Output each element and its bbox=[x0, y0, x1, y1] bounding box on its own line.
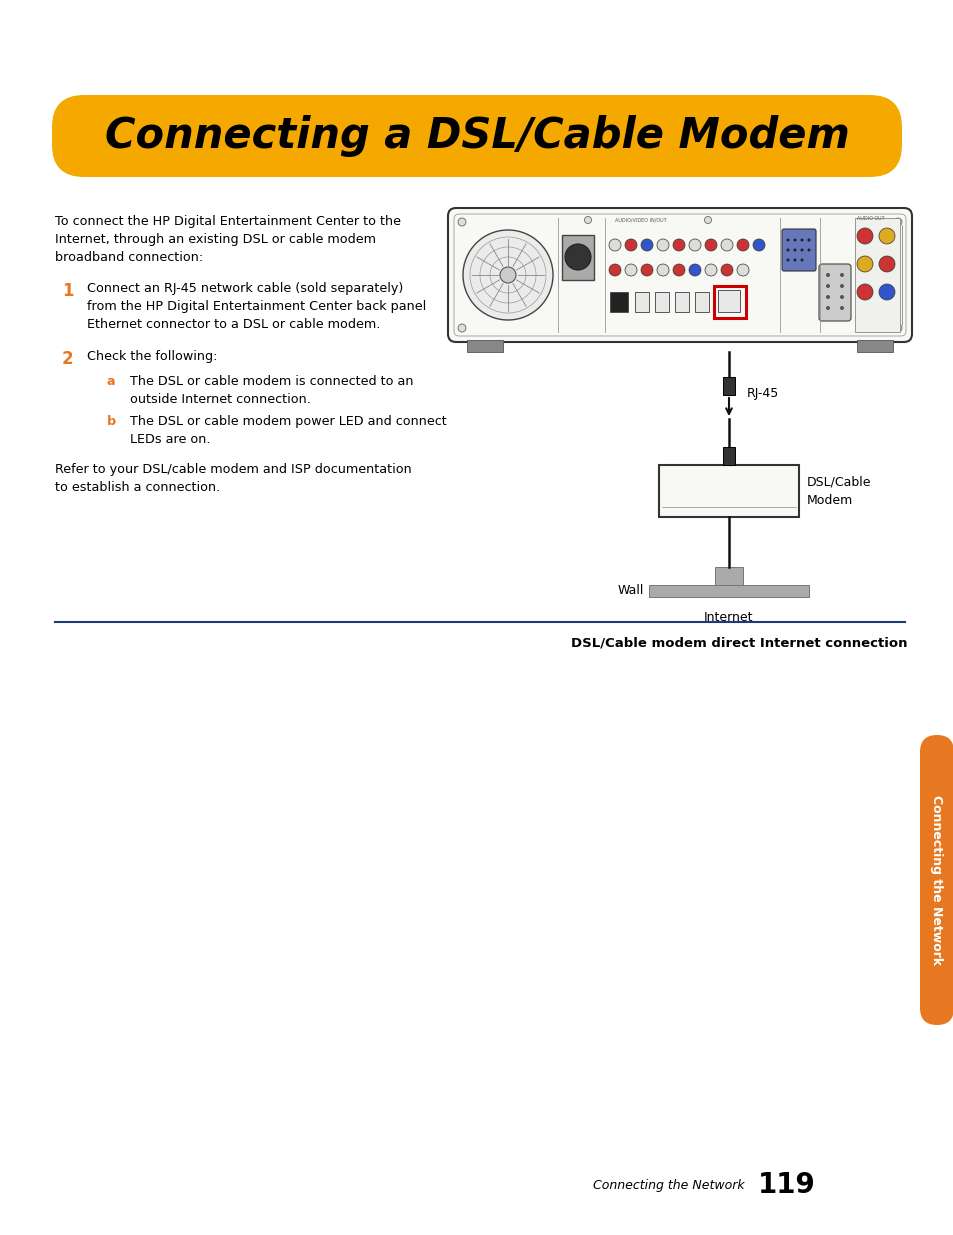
Circle shape bbox=[800, 238, 802, 242]
Circle shape bbox=[793, 248, 796, 252]
Circle shape bbox=[840, 273, 843, 277]
Circle shape bbox=[704, 240, 717, 251]
Bar bbox=[655, 291, 668, 312]
Bar bbox=[722, 447, 734, 466]
FancyBboxPatch shape bbox=[448, 207, 911, 342]
Text: Check the following:: Check the following: bbox=[87, 350, 217, 363]
Bar bbox=[695, 291, 708, 312]
Circle shape bbox=[825, 295, 829, 299]
Bar bbox=[722, 377, 734, 395]
Bar bbox=[714, 567, 742, 585]
Circle shape bbox=[457, 219, 465, 226]
Bar bbox=[635, 291, 648, 312]
Bar bbox=[609, 291, 627, 312]
Bar bbox=[856, 340, 892, 352]
Circle shape bbox=[703, 216, 711, 224]
Bar bbox=[561, 235, 594, 280]
Bar bbox=[648, 585, 808, 597]
Circle shape bbox=[878, 228, 894, 245]
Circle shape bbox=[825, 273, 829, 277]
Circle shape bbox=[785, 238, 789, 242]
Circle shape bbox=[840, 284, 843, 288]
Circle shape bbox=[785, 248, 789, 252]
Circle shape bbox=[878, 284, 894, 300]
Circle shape bbox=[608, 264, 620, 275]
Circle shape bbox=[806, 238, 810, 242]
Circle shape bbox=[856, 228, 872, 245]
Circle shape bbox=[893, 324, 901, 332]
Text: AUDIO OUT: AUDIO OUT bbox=[856, 216, 883, 221]
Text: 1: 1 bbox=[62, 282, 73, 300]
Circle shape bbox=[457, 324, 465, 332]
Circle shape bbox=[462, 230, 553, 320]
Circle shape bbox=[688, 240, 700, 251]
Bar bbox=[659, 466, 799, 517]
Text: 119: 119 bbox=[758, 1171, 815, 1199]
Circle shape bbox=[657, 240, 668, 251]
Circle shape bbox=[584, 216, 591, 224]
Circle shape bbox=[737, 264, 748, 275]
Circle shape bbox=[840, 306, 843, 310]
Circle shape bbox=[624, 264, 637, 275]
FancyBboxPatch shape bbox=[52, 95, 901, 177]
Circle shape bbox=[640, 240, 652, 251]
Circle shape bbox=[737, 240, 748, 251]
Circle shape bbox=[785, 258, 789, 262]
Circle shape bbox=[704, 264, 717, 275]
Circle shape bbox=[800, 248, 802, 252]
Text: The DSL or cable modem power LED and connect
LEDs are on.: The DSL or cable modem power LED and con… bbox=[130, 415, 446, 446]
Text: Connecting the Network: Connecting the Network bbox=[929, 795, 943, 965]
Text: Connecting the Network: Connecting the Network bbox=[593, 1178, 744, 1192]
Bar bbox=[718, 290, 740, 312]
Text: RJ-45: RJ-45 bbox=[746, 387, 779, 399]
Circle shape bbox=[840, 295, 843, 299]
Bar bbox=[713, 287, 745, 317]
Bar bbox=[467, 340, 502, 352]
Circle shape bbox=[720, 264, 732, 275]
Circle shape bbox=[624, 240, 637, 251]
Circle shape bbox=[800, 258, 802, 262]
Circle shape bbox=[806, 248, 810, 252]
Circle shape bbox=[608, 240, 620, 251]
Text: Connecting a DSL/Cable Modem: Connecting a DSL/Cable Modem bbox=[105, 115, 848, 157]
FancyBboxPatch shape bbox=[781, 228, 815, 270]
FancyBboxPatch shape bbox=[818, 264, 850, 321]
Text: DSL/Cable modem direct Internet connection: DSL/Cable modem direct Internet connecti… bbox=[570, 637, 906, 650]
Text: Internet: Internet bbox=[703, 611, 753, 624]
Bar bbox=[675, 291, 688, 312]
Circle shape bbox=[640, 264, 652, 275]
Circle shape bbox=[825, 284, 829, 288]
Text: AUDIO/VIDEO IN/OUT: AUDIO/VIDEO IN/OUT bbox=[615, 219, 666, 224]
Text: To connect the HP Digital Entertainment Center to the
Internet, through an exist: To connect the HP Digital Entertainment … bbox=[55, 215, 400, 264]
Text: Connect an RJ-45 network cable (sold separately)
from the HP Digital Entertainme: Connect an RJ-45 network cable (sold sep… bbox=[87, 282, 426, 331]
Circle shape bbox=[856, 256, 872, 272]
Text: Wall: Wall bbox=[617, 584, 643, 598]
Circle shape bbox=[688, 264, 700, 275]
Circle shape bbox=[825, 306, 829, 310]
Circle shape bbox=[720, 240, 732, 251]
Circle shape bbox=[793, 258, 796, 262]
FancyBboxPatch shape bbox=[919, 735, 953, 1025]
Text: b: b bbox=[107, 415, 116, 429]
Bar bbox=[854, 219, 899, 332]
Circle shape bbox=[793, 238, 796, 242]
Text: The DSL or cable modem is connected to an
outside Internet connection.: The DSL or cable modem is connected to a… bbox=[130, 375, 413, 406]
Circle shape bbox=[856, 284, 872, 300]
Circle shape bbox=[672, 264, 684, 275]
Text: 2: 2 bbox=[62, 350, 73, 368]
Circle shape bbox=[878, 256, 894, 272]
Text: Refer to your DSL/cable modem and ISP documentation
to establish a connection.: Refer to your DSL/cable modem and ISP do… bbox=[55, 463, 412, 494]
Circle shape bbox=[672, 240, 684, 251]
Circle shape bbox=[752, 240, 764, 251]
Circle shape bbox=[893, 219, 901, 226]
Circle shape bbox=[564, 245, 590, 270]
Text: DSL/Cable
Modem: DSL/Cable Modem bbox=[806, 475, 871, 506]
Circle shape bbox=[657, 264, 668, 275]
Circle shape bbox=[499, 267, 516, 283]
Text: a: a bbox=[107, 375, 115, 388]
